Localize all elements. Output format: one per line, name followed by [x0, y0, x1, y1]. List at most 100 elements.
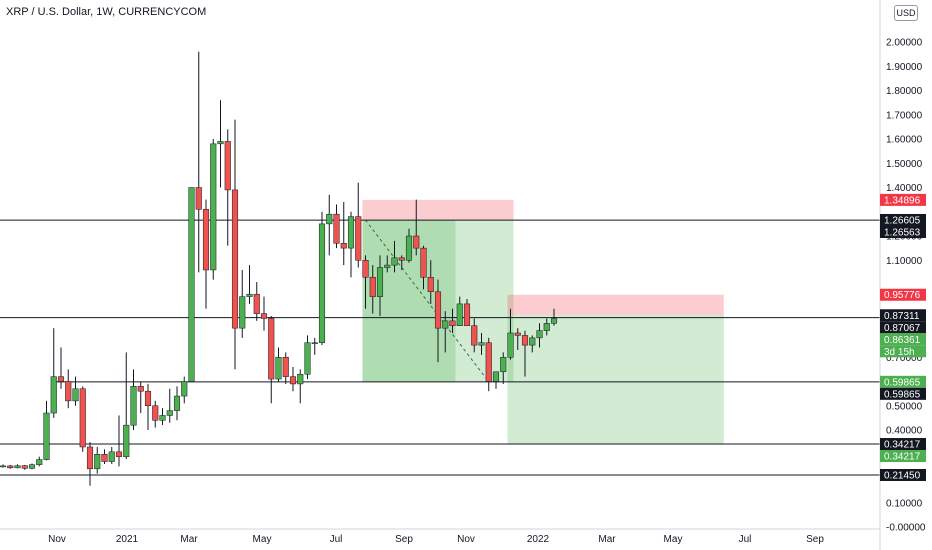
y-tick-label: 0.40000	[886, 426, 923, 437]
candle-body	[188, 187, 195, 382]
candle-body	[405, 235, 413, 261]
x-tick-label: 2021	[116, 534, 139, 545]
candle-body	[492, 371, 500, 382]
price-label: 1.26605	[884, 215, 921, 226]
candle-body	[362, 260, 369, 278]
price-label: 0.59865	[884, 389, 921, 400]
candle-body	[500, 357, 507, 373]
candle-body	[57, 376, 65, 382]
trade-path-line	[365, 219, 490, 383]
candle-body	[166, 410, 173, 416]
y-tick-label: 1.50000	[886, 159, 923, 170]
candle-body	[289, 376, 297, 385]
x-tick-label: Nov	[48, 534, 66, 545]
candle-body	[210, 143, 217, 271]
candle-body	[318, 223, 326, 343]
currency-button[interactable]: USD	[894, 5, 918, 21]
candle-body	[115, 451, 123, 457]
candle-body	[86, 446, 94, 470]
chart-title: XRP / U.S. Dollar, 1W, CURRENCYCOM	[6, 6, 207, 18]
price-label-box	[880, 309, 926, 322]
candle-body	[434, 291, 442, 329]
candle-body	[152, 405, 159, 421]
price-label: 0.87067	[884, 323, 921, 334]
candle-body	[50, 376, 57, 414]
candle-body	[28, 464, 36, 469]
candle-body	[0, 465, 7, 468]
candle-body	[79, 388, 86, 448]
price-label-box	[880, 438, 926, 451]
y-tick-label: 2.00000	[886, 38, 923, 49]
stop-zone-1	[362, 199, 514, 220]
x-tick-label: Jul	[739, 534, 752, 545]
y-tick-label: 0.70000	[886, 353, 923, 364]
x-tick-label: Mar	[180, 534, 198, 545]
candle-body	[449, 320, 456, 326]
candle-body	[333, 213, 340, 244]
position-boxes-layer	[362, 199, 724, 445]
x-tick-label: Jul	[330, 534, 343, 545]
candle-body	[282, 357, 289, 377]
target-zone-2	[507, 315, 724, 445]
candle-body	[65, 381, 72, 402]
y-tick-label: 0.50000	[886, 401, 923, 412]
candle-body	[456, 303, 463, 326]
x-tick-label: Sep	[395, 534, 413, 545]
y-tick-label: 1.80000	[886, 86, 923, 97]
y-tick-label: 0.10000	[886, 498, 923, 509]
candle-body	[507, 332, 514, 358]
y-tick-label: 1.70000	[886, 110, 923, 121]
price-label-box	[880, 375, 926, 388]
candle-body	[355, 216, 362, 261]
stop-zone-2	[507, 294, 724, 316]
price-label: 0.95776	[884, 290, 921, 301]
candle-body	[130, 386, 137, 426]
candle-body	[369, 276, 376, 297]
price-label-box	[880, 450, 926, 463]
candle-body	[239, 296, 246, 329]
candle-body	[463, 303, 471, 326]
price-label: 0.87311	[884, 311, 920, 322]
y-tick-label: 1.90000	[886, 62, 923, 73]
candle-body	[485, 342, 492, 382]
candle-body	[550, 318, 558, 324]
candle-body	[427, 276, 434, 293]
candle-body	[246, 293, 253, 297]
price-label-box	[880, 225, 926, 238]
candle-body	[159, 415, 166, 421]
price-label: 0.86361	[884, 335, 921, 346]
candle-body	[384, 264, 391, 268]
price-label-box	[880, 333, 926, 346]
price-label-box	[880, 288, 926, 301]
candles-layer	[0, 51, 558, 486]
y-tick-label: 1.60000	[886, 135, 923, 146]
candle-body	[398, 257, 405, 261]
price-label: 0.34217	[884, 452, 921, 463]
candle-body	[253, 293, 260, 314]
candle-body	[72, 388, 79, 402]
candle-body	[420, 247, 427, 278]
candle-body	[304, 342, 311, 375]
candle-body	[123, 424, 130, 457]
candle-body	[202, 209, 210, 271]
candle-body	[173, 395, 181, 411]
candle-body	[413, 235, 420, 249]
candle-body	[471, 325, 478, 346]
candle-body	[529, 337, 536, 346]
y-tick-label: -0.00000	[886, 523, 926, 534]
x-tick-label: Nov	[457, 534, 475, 545]
x-tick-label: 2022	[527, 534, 550, 545]
candle-body	[260, 313, 268, 319]
candle-body	[268, 318, 275, 380]
candle-body	[297, 373, 304, 385]
candle-body	[311, 342, 318, 344]
price-label-box	[880, 213, 926, 226]
y-tick-label: 1.10000	[886, 256, 923, 267]
candle-body	[94, 454, 101, 470]
candle-body	[514, 332, 521, 336]
candle-body	[137, 386, 144, 392]
candle-body	[195, 187, 202, 210]
price-label: 0.34217	[884, 440, 921, 451]
